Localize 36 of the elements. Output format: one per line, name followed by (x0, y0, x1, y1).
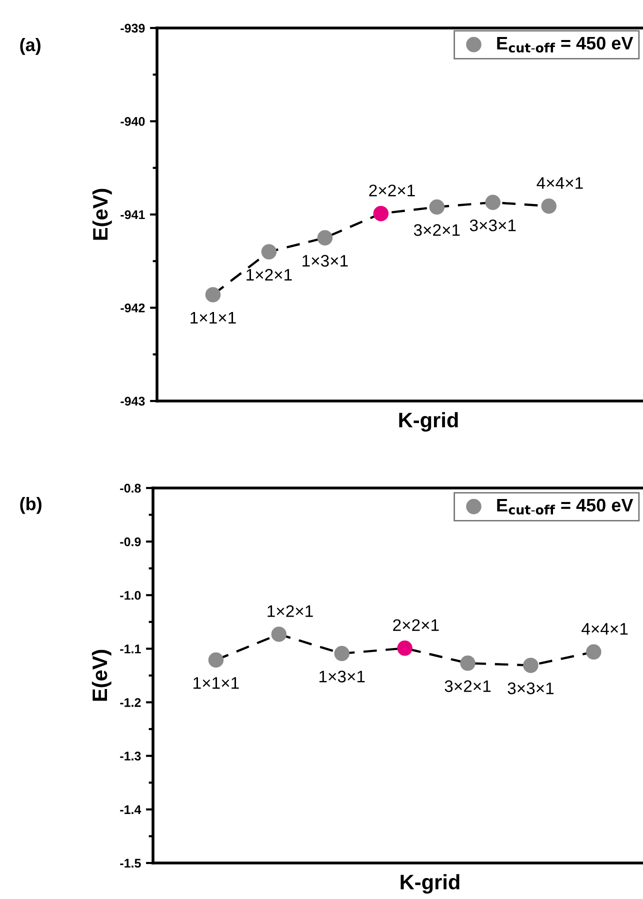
y-tick-label: -939 (120, 24, 145, 33)
y-tick-label: -0.8 (120, 484, 141, 493)
category-label: 1×2×1 (268, 605, 313, 617)
y-tick-label: -941 (120, 210, 145, 220)
y-tick-label: -1.3 (120, 752, 141, 761)
y-tick-label: -940 (120, 117, 145, 126)
category-label: 4×4×1 (582, 623, 628, 635)
text: (b) (20, 497, 42, 514)
point (523, 658, 538, 673)
x-axis-title: K-grid (399, 412, 458, 432)
y-tick-label: -1.2 (120, 698, 141, 707)
category-label: 2×2×1 (393, 619, 439, 631)
y-tick-label: -1.0 (120, 590, 141, 600)
category-label: 3×2×1 (414, 224, 460, 236)
y-tick-label: -0.9 (120, 537, 141, 546)
category-label: 3×3×1 (508, 682, 554, 694)
category-label: 3×2×1 (444, 680, 491, 692)
category-label: 2×2×1 (369, 184, 415, 196)
category-label: 1×3×1 (320, 670, 365, 682)
category-label: 4×4×1 (536, 177, 583, 189)
category-label: 1×2×1 (246, 268, 292, 281)
x-axis-title: K-grid (400, 874, 460, 894)
legend-label: E$_{cut-off}$ = 450 eV (497, 36, 634, 53)
y-tick-label: -1.5 (120, 858, 141, 868)
category-label: 1×3×1 (302, 254, 348, 267)
text: (a) (20, 38, 40, 55)
category-label: 3×3×1 (470, 219, 516, 232)
y-tick-label: -943 (120, 396, 145, 406)
y-tick-label: -1.1 (120, 644, 141, 654)
category-label: 1×1×1 (194, 677, 239, 689)
category-label: 1×1×1 (190, 312, 236, 324)
y-tick-label: -942 (120, 304, 145, 312)
y-axis-title: E(eV) (92, 650, 112, 701)
y-tick-label: -1.4 (120, 805, 142, 814)
legend-label: E$_{cut-off}$ = 450 eV (497, 498, 634, 515)
y-axis-title: E(eV) (92, 188, 112, 240)
